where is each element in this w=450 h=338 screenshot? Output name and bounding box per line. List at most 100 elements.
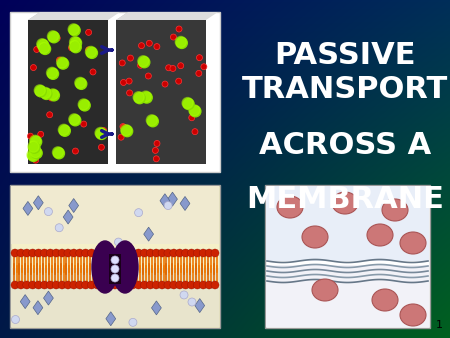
Circle shape (111, 281, 119, 289)
Circle shape (135, 281, 143, 289)
Circle shape (47, 31, 58, 42)
Circle shape (158, 249, 166, 257)
Circle shape (146, 115, 158, 126)
Circle shape (194, 281, 201, 289)
Circle shape (118, 134, 124, 140)
Circle shape (58, 249, 66, 257)
Polygon shape (116, 12, 218, 20)
FancyBboxPatch shape (11, 268, 219, 327)
FancyBboxPatch shape (10, 12, 220, 172)
Circle shape (117, 281, 125, 289)
Polygon shape (28, 12, 40, 164)
FancyBboxPatch shape (265, 185, 430, 328)
Circle shape (111, 274, 119, 282)
Circle shape (17, 281, 25, 289)
Circle shape (111, 256, 119, 264)
Ellipse shape (302, 226, 328, 248)
Circle shape (59, 125, 70, 136)
FancyBboxPatch shape (10, 185, 220, 328)
Circle shape (12, 315, 19, 323)
Circle shape (205, 281, 213, 289)
Circle shape (29, 281, 36, 289)
Circle shape (57, 57, 63, 63)
Circle shape (11, 281, 19, 289)
Circle shape (58, 124, 69, 135)
Circle shape (146, 40, 152, 46)
Circle shape (58, 281, 66, 289)
Circle shape (140, 249, 148, 257)
Circle shape (35, 86, 46, 97)
Polygon shape (160, 194, 170, 208)
Circle shape (81, 121, 87, 127)
Circle shape (41, 89, 52, 99)
Circle shape (70, 115, 81, 126)
Circle shape (70, 249, 78, 257)
FancyBboxPatch shape (11, 186, 219, 244)
Ellipse shape (112, 241, 138, 293)
Circle shape (152, 281, 160, 289)
Circle shape (40, 249, 49, 257)
Circle shape (81, 249, 90, 257)
Circle shape (152, 249, 160, 257)
Circle shape (47, 89, 58, 100)
Circle shape (153, 156, 159, 162)
Circle shape (33, 157, 39, 163)
Circle shape (117, 249, 125, 257)
Circle shape (31, 148, 42, 159)
Circle shape (54, 148, 64, 159)
FancyBboxPatch shape (28, 20, 108, 164)
Circle shape (158, 281, 166, 289)
Circle shape (29, 249, 36, 257)
Circle shape (38, 131, 44, 137)
Circle shape (121, 124, 127, 130)
Circle shape (123, 249, 131, 257)
Circle shape (146, 249, 154, 257)
Circle shape (31, 65, 36, 71)
Circle shape (90, 69, 96, 75)
Circle shape (126, 90, 133, 96)
Circle shape (139, 57, 150, 68)
Circle shape (86, 47, 92, 53)
Circle shape (119, 60, 125, 66)
Ellipse shape (367, 224, 393, 246)
Circle shape (46, 67, 58, 78)
Circle shape (153, 147, 158, 153)
Circle shape (17, 249, 25, 257)
Polygon shape (180, 196, 190, 211)
Ellipse shape (382, 199, 408, 221)
Circle shape (145, 73, 151, 79)
Circle shape (30, 135, 40, 146)
Circle shape (69, 114, 80, 125)
Ellipse shape (372, 289, 398, 311)
Circle shape (176, 78, 182, 84)
Circle shape (49, 90, 59, 101)
Circle shape (146, 281, 154, 289)
Circle shape (95, 127, 106, 139)
Polygon shape (106, 312, 116, 326)
Circle shape (35, 249, 43, 257)
Circle shape (126, 78, 132, 84)
Circle shape (35, 281, 43, 289)
Circle shape (164, 281, 172, 289)
Circle shape (188, 281, 195, 289)
Circle shape (105, 281, 113, 289)
Circle shape (99, 144, 104, 150)
Circle shape (78, 99, 89, 110)
Circle shape (154, 44, 160, 50)
Circle shape (87, 249, 95, 257)
Circle shape (93, 249, 101, 257)
Circle shape (69, 41, 80, 52)
Circle shape (129, 249, 137, 257)
Circle shape (188, 298, 196, 306)
Circle shape (76, 78, 87, 89)
Circle shape (29, 142, 40, 153)
Polygon shape (167, 192, 177, 206)
Circle shape (182, 281, 189, 289)
FancyBboxPatch shape (109, 254, 121, 284)
Circle shape (129, 281, 137, 289)
Polygon shape (33, 301, 43, 315)
Circle shape (111, 265, 119, 273)
Circle shape (101, 127, 107, 134)
Circle shape (57, 57, 68, 68)
Circle shape (96, 128, 107, 140)
